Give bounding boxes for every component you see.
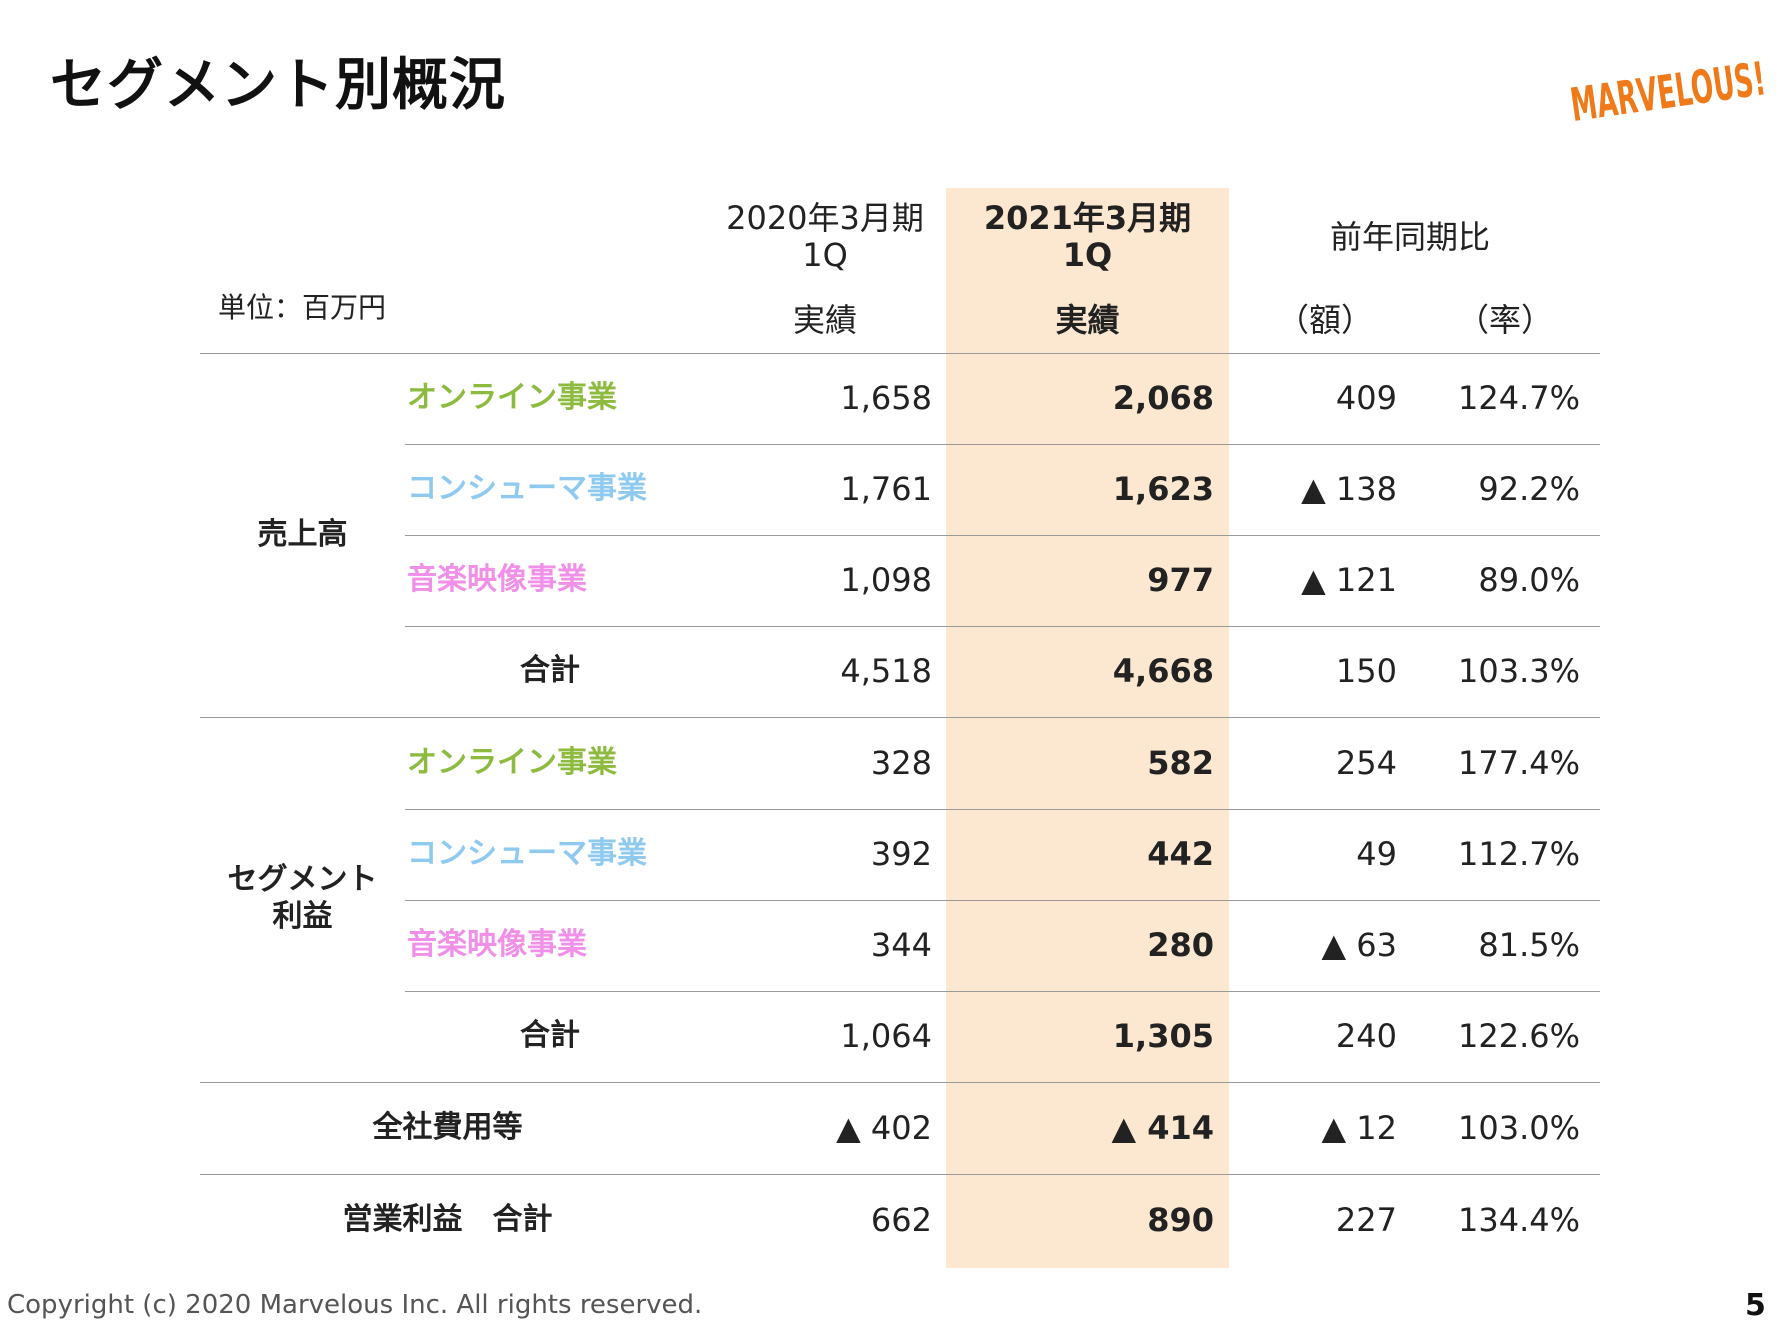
cell-yoy-amount: ▲ 121: [1301, 561, 1397, 599]
row-label-corporate-expenses: 全社費用等: [372, 1110, 523, 1145]
page-number: 5: [1745, 1288, 1766, 1323]
row-divider: [405, 626, 1600, 627]
row-label-operating-profit: 営業利益 合計: [342, 1202, 553, 1237]
row-divider: [405, 535, 1600, 536]
row-label-online: オンライン事業: [407, 380, 617, 415]
row-divider: [405, 991, 1600, 992]
row-divider: [405, 809, 1600, 810]
cell-yoy-rate: 112.7%: [1457, 835, 1580, 873]
cell-yoy-amount: ▲ 138: [1301, 470, 1397, 508]
header-curr-sub: 実績: [1055, 301, 1120, 339]
cell-yoy-amount: ▲ 12: [1321, 1109, 1398, 1147]
cell-yoy-amount: 150: [1335, 652, 1397, 690]
cell-yoy-rate: 92.2%: [1478, 470, 1580, 508]
cell-prev: 1,064: [840, 1017, 932, 1055]
group-label-sales: 売上高: [257, 517, 348, 552]
header-prev-quarter: 1Q: [802, 236, 848, 274]
cell-yoy-rate: 103.3%: [1457, 652, 1580, 690]
cell-yoy-rate: 177.4%: [1457, 744, 1580, 782]
cell-curr: 582: [1147, 744, 1214, 782]
row-label-music: 音楽映像事業: [407, 927, 587, 962]
cell-curr: 2,068: [1112, 379, 1214, 417]
row-label-consumer: コンシューマ事業: [407, 836, 647, 871]
row-label-music: 音楽映像事業: [407, 562, 587, 597]
cell-yoy-amount: 254: [1335, 744, 1397, 782]
cell-prev: 328: [870, 744, 932, 782]
cell-prev: 1,658: [840, 379, 932, 417]
header-curr-quarter: 1Q: [1062, 236, 1113, 274]
cell-yoy-rate: 81.5%: [1478, 926, 1580, 964]
copyright-footer: Copyright (c) 2020 Marvelous Inc. All ri…: [7, 1290, 703, 1320]
cell-curr: 280: [1147, 926, 1214, 964]
cell-prev: 1,761: [840, 470, 932, 508]
cell-yoy-amount: 227: [1335, 1201, 1397, 1239]
cell-curr: 442: [1147, 835, 1214, 873]
svg-text:MARVELOUS!: MARVELOUS!: [1567, 51, 1769, 130]
row-label-consumer: コンシューマ事業: [407, 471, 647, 506]
cell-yoy-amount: 240: [1335, 1017, 1397, 1055]
cell-curr: ▲ 414: [1111, 1109, 1214, 1147]
cell-prev: 344: [870, 926, 932, 964]
row-label-online: オンライン事業: [407, 745, 617, 780]
current-period-highlight: [946, 188, 1229, 1268]
cell-prev: 392: [870, 835, 932, 873]
header-yoy-rate: （率）: [1456, 301, 1553, 339]
header-divider: [200, 353, 1600, 354]
cell-curr: 977: [1147, 561, 1214, 599]
row-label-subtotal: 合計: [520, 653, 580, 688]
unit-label: 単位：百万円: [218, 291, 387, 324]
group-label-segment-profit: セグメント: [227, 862, 378, 897]
group-divider: [200, 1174, 1600, 1175]
cell-yoy-rate: 122.6%: [1457, 1017, 1580, 1055]
cell-prev: 1,098: [840, 561, 932, 599]
cell-yoy-rate: 124.7%: [1457, 379, 1580, 417]
header-yoy: 前年同期比: [1329, 218, 1490, 256]
page-title: セグメント別概況: [50, 53, 506, 118]
cell-curr: 1,305: [1112, 1017, 1214, 1055]
group-divider: [200, 717, 1600, 718]
cell-prev: 662: [870, 1201, 932, 1239]
cell-curr: 890: [1147, 1201, 1214, 1239]
cell-yoy-amount: 49: [1356, 835, 1397, 873]
cell-curr: 4,668: [1112, 652, 1214, 690]
cell-yoy-rate: 134.4%: [1457, 1201, 1580, 1239]
header-prev-period: 2020年3月期: [726, 199, 924, 237]
group-divider: [200, 1082, 1600, 1083]
cell-yoy-rate: 103.0%: [1457, 1109, 1580, 1147]
row-divider: [405, 900, 1600, 901]
cell-prev: 4,518: [840, 652, 932, 690]
header-yoy-amount: （額）: [1276, 301, 1373, 339]
header-curr-period: 2021年3月期: [983, 199, 1192, 237]
cell-yoy-amount: ▲ 63: [1321, 926, 1398, 964]
cell-curr: 1,623: [1112, 470, 1214, 508]
marvelous-logo: MARVELOUS!: [1567, 51, 1769, 130]
row-divider: [405, 444, 1600, 445]
cell-prev: ▲ 402: [836, 1109, 932, 1147]
group-label-segment-profit-2: 利益: [272, 899, 333, 934]
header-prev-sub: 実績: [792, 301, 857, 339]
cell-yoy-rate: 89.0%: [1478, 561, 1580, 599]
row-label-subtotal: 合計: [520, 1018, 580, 1053]
cell-yoy-amount: 409: [1335, 379, 1397, 417]
